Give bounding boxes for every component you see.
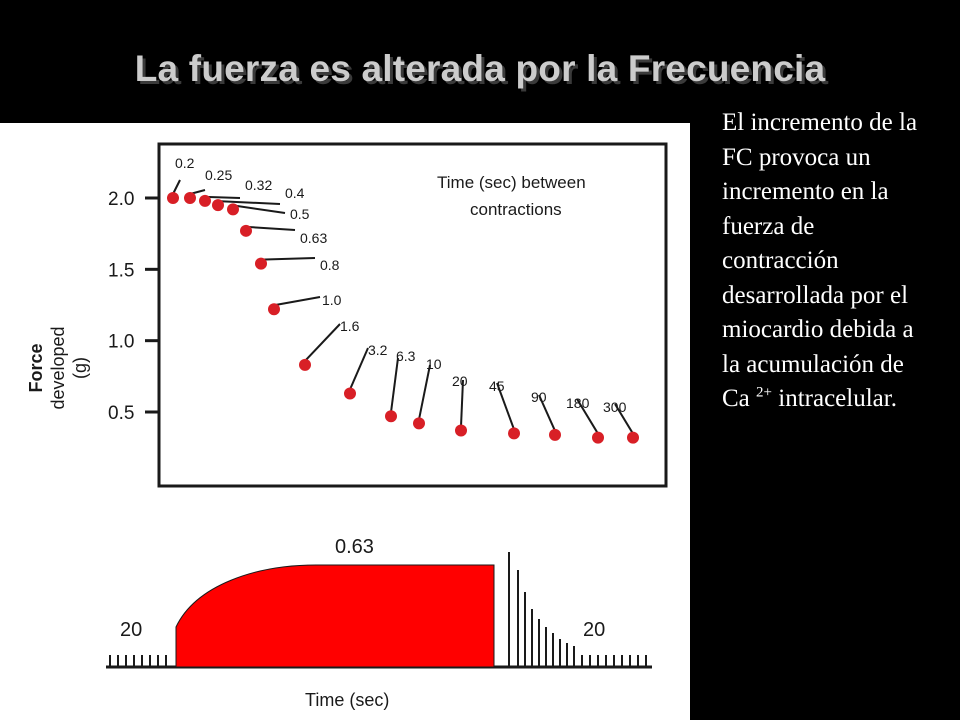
leader-line: [273, 296, 321, 307]
leader-line: [576, 398, 599, 435]
area-label-middle: 0.63: [335, 536, 374, 558]
data-point: [592, 431, 604, 444]
leader-line: [496, 382, 515, 430]
data-point: [255, 257, 267, 270]
y-tick-label: 0.5: [108, 403, 134, 424]
force-frequency-figure: Time (sec) between contractions 2.0 1.5 1.…: [0, 123, 690, 720]
leader-line: [217, 200, 281, 205]
bottom-twitch-trace: 0.63 20 20 Time (sec): [106, 536, 652, 710]
point-label: 0.63: [300, 230, 327, 246]
data-point: [508, 427, 520, 440]
caption-main: El incremento de la FC provoca un increm…: [722, 109, 918, 412]
annotation-line-1: Time (sec) between: [437, 173, 586, 192]
point-label: 0.25: [205, 167, 232, 183]
data-point: [549, 428, 561, 441]
data-point: [240, 224, 252, 237]
chart-svg: Time (sec) between contractions 2.0 1.5 1.…: [26, 142, 668, 710]
leader-line: [418, 364, 431, 420]
caption-end: intracelular.: [778, 385, 897, 412]
leader-line: [349, 347, 369, 390]
data-point: [212, 199, 224, 212]
data-point: [268, 303, 280, 316]
point-label: 1.6: [340, 318, 360, 334]
data-point: [627, 431, 639, 444]
point-label: 3.2: [368, 342, 388, 358]
data-point: [184, 192, 196, 204]
data-point: [299, 358, 311, 371]
y-label-text: developed: [48, 326, 68, 409]
point-label: 0.5: [290, 206, 310, 222]
leader-line: [460, 379, 464, 427]
point-label: 6.3: [396, 348, 416, 364]
caption-superscript: 2+: [756, 384, 772, 401]
leader-line: [204, 195, 241, 199]
leader-line: [172, 179, 181, 195]
point-label: 0.2: [175, 155, 195, 171]
twitch-area: [175, 564, 495, 668]
data-point: [413, 417, 425, 430]
point-label: 10: [426, 356, 442, 372]
point-label: 300: [603, 399, 627, 415]
leader-line: [538, 394, 556, 432]
plot-frame: [157, 142, 668, 488]
annotation-line-2: contractions: [470, 200, 562, 219]
point-label: 0.4: [285, 185, 305, 201]
point-label: 0.32: [245, 177, 272, 193]
data-point: [167, 192, 179, 204]
point-label: 45: [489, 378, 505, 394]
y-tick-label: 2.0: [108, 189, 134, 210]
data-point: [199, 194, 211, 207]
area-label-left: 20: [120, 619, 142, 641]
caption-text: El incremento de la FC provoca un increm…: [722, 106, 937, 417]
point-label: 20: [452, 373, 468, 389]
y-label-text: (g): [70, 357, 90, 379]
y-tick-label: 1.5: [108, 260, 134, 281]
y-axis-label: Force developed (g): [26, 326, 90, 409]
data-points: 0.2 0.25 0.32 0.4 0.5 0.63 0.8 1.0 1.6 3.2 6.3 10 20…: [167, 155, 639, 444]
point-label: 180: [566, 395, 590, 411]
area-label-right: 20: [583, 619, 605, 641]
data-point: [455, 424, 467, 437]
data-point: [227, 203, 239, 216]
leader-line: [245, 225, 296, 231]
slide-title: La fuerza es alterada por la Frecuencia: [134, 48, 826, 89]
point-label: 1.0: [322, 292, 342, 308]
data-point: [385, 410, 397, 423]
leader-line: [304, 323, 341, 362]
point-label: 0.8: [320, 257, 340, 273]
leader-line: [260, 257, 316, 261]
leader-line: [232, 204, 286, 214]
leader-line: [390, 357, 399, 413]
x-axis-label: Time (sec): [305, 690, 389, 710]
y-label-text: Force: [26, 343, 46, 392]
data-point: [344, 387, 356, 400]
y-tick-label: 1.0: [108, 332, 134, 353]
y-axis: 2.0 1.5 1.0 0.5: [108, 189, 160, 424]
leader-line: [614, 403, 634, 435]
point-label: 90: [531, 389, 547, 405]
